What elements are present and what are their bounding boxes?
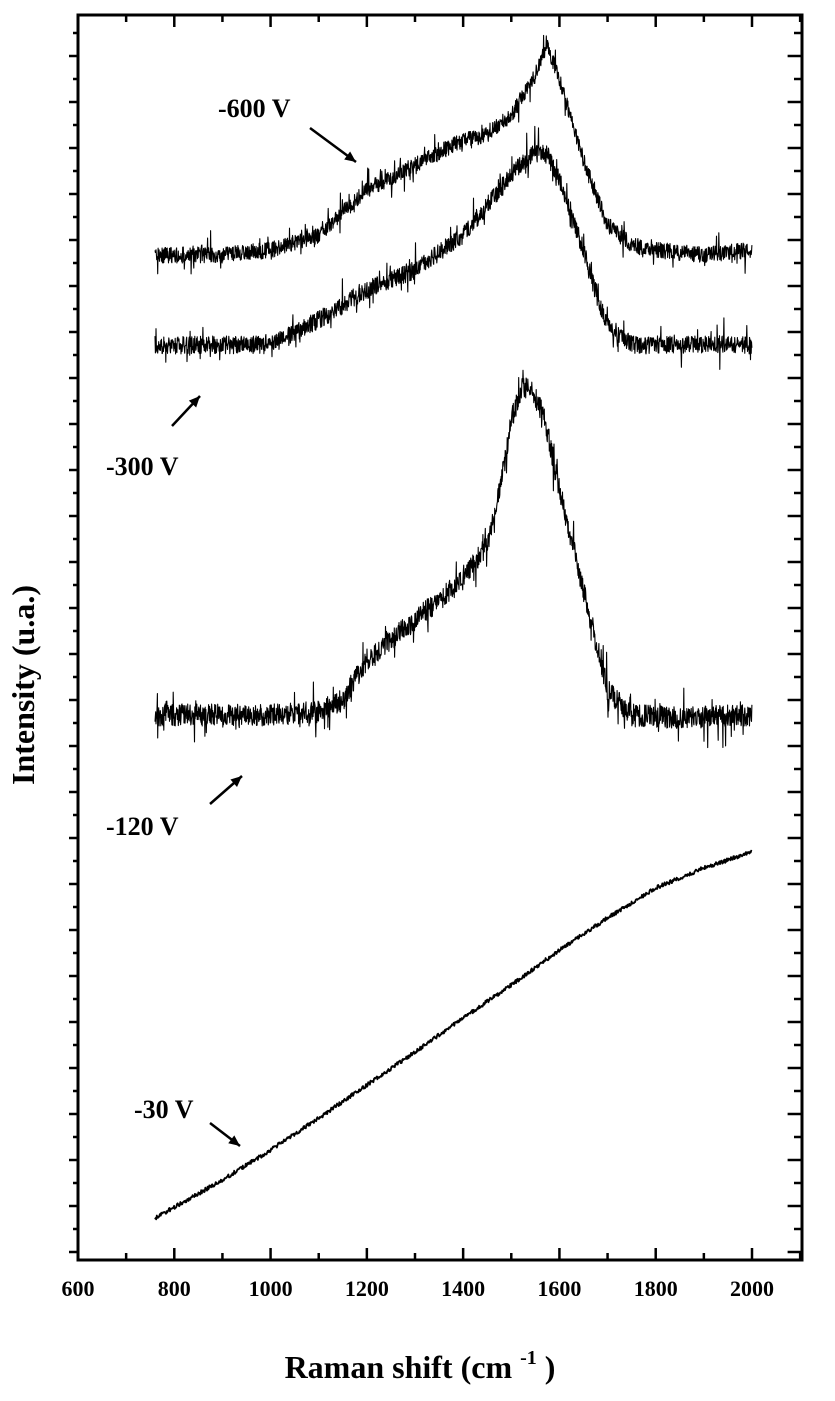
arrowhead-icon (344, 151, 356, 162)
spectrum-line-300v (154, 125, 753, 370)
y-axis-ticks (69, 31, 802, 1254)
arrowhead-icon (188, 396, 200, 408)
series-label: -600 V (218, 94, 291, 123)
x-axis-title-main: Raman shift (cm (285, 1349, 513, 1385)
x-tick-label: 1800 (634, 1276, 678, 1301)
spectrum-line-30v (154, 849, 753, 1221)
x-axis-title: Raman shift (cm -1 ) (285, 1335, 556, 1385)
plot-frame (76, 13, 804, 1262)
series-annotations: -600 V -300 V -120 V -30 V (106, 94, 357, 1147)
series-label: -300 V (106, 452, 179, 481)
series-label: -30 V (134, 1095, 194, 1124)
y-axis-title: Intensity (u.a.) (5, 585, 41, 785)
x-tick-label: 1000 (249, 1276, 293, 1301)
spectrum-line-120v (154, 369, 753, 749)
x-axis-title-superscript: -1 (520, 1347, 537, 1369)
plot-border (76, 13, 804, 1262)
x-axis-ticks (76, 15, 802, 1260)
x-axis-title-close: ) (545, 1349, 556, 1385)
x-tick-label: 2000 (730, 1276, 774, 1301)
x-tick-label: 1200 (345, 1276, 389, 1301)
spectra-series (154, 34, 753, 1221)
x-axis-tick-labels: 600 800 1000 1200 1400 1600 1800 2000 (62, 1276, 775, 1301)
arrowhead-icon (230, 776, 242, 788)
x-tick-label: 1600 (537, 1276, 581, 1301)
x-tick-label: 600 (62, 1276, 95, 1301)
series-label: -120 V (106, 812, 179, 841)
spectrum-line-600v (154, 34, 753, 275)
arrowhead-icon (228, 1135, 240, 1146)
x-tick-label: 800 (158, 1276, 191, 1301)
x-tick-label: 1400 (441, 1276, 485, 1301)
